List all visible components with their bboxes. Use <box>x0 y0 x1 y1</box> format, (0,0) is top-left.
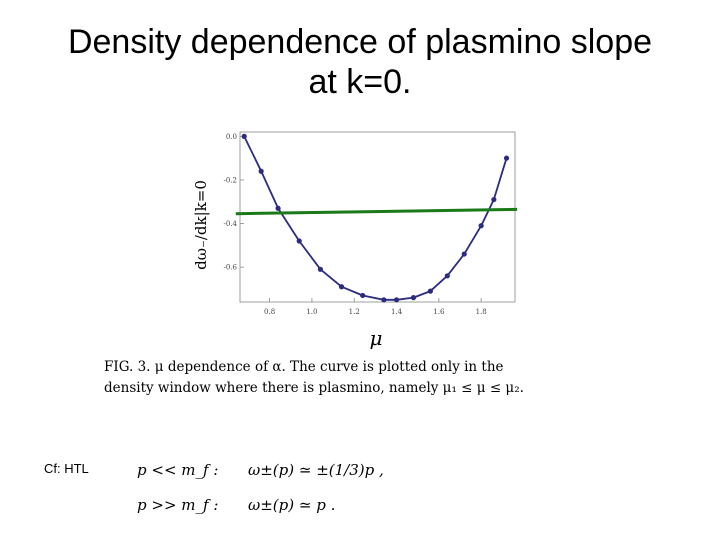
formula-row-1-condition: p << m_f : <box>137 461 219 479</box>
data-point <box>275 205 281 211</box>
x-tick-label: 1.2 <box>349 308 360 316</box>
y-tick-label: -0.2 <box>224 176 238 184</box>
slide-title-line-1: Density dependence of plasmino slope <box>67 23 653 61</box>
slide-title: Density dependence of plasmino slope at … <box>0 22 720 102</box>
formula-row-2-condition: p >> m_f : <box>137 496 219 514</box>
data-point <box>258 168 264 174</box>
alpha-curve-line <box>243 136 508 301</box>
y-axis-label: dω₋/dk|k=0 <box>192 180 210 270</box>
data-point <box>393 297 400 303</box>
data-point <box>317 266 323 272</box>
slide-title-line-2: at k=0. <box>308 63 412 101</box>
x-tick-label: 1.0 <box>306 308 317 316</box>
x-tick-label: 1.4 <box>391 308 403 316</box>
data-point <box>478 223 484 229</box>
figure-caption: FIG. 3. μ dependence of α. The curve is … <box>104 357 594 399</box>
cf-htl-label: Cf: HTL <box>44 461 89 476</box>
caption-line-2: density window where there is plasmino, … <box>104 380 524 396</box>
data-point <box>241 133 247 139</box>
data-point <box>410 295 417 301</box>
formula-row-1-expression: ω±(p) ≃ ±(1/3)p , <box>248 461 384 479</box>
data-point <box>338 284 345 290</box>
data-point <box>296 238 302 244</box>
horizontal-reference-line <box>235 207 518 216</box>
data-point <box>444 273 450 279</box>
x-axis-label: μ <box>370 326 383 350</box>
caption-line-1: FIG. 3. μ dependence of α. The curve is … <box>104 359 504 375</box>
data-point <box>461 251 467 257</box>
y-tick-label: -0.6 <box>224 264 238 272</box>
x-tick-label: 1.8 <box>476 308 487 316</box>
data-point <box>360 292 366 299</box>
data-point <box>427 288 433 294</box>
y-tick-label: 0.0 <box>226 133 237 141</box>
x-tick-label: 0.8 <box>264 308 275 316</box>
data-point <box>381 297 387 303</box>
formula-row-2-expression: ω±(p) ≃ p . <box>248 496 336 514</box>
data-point <box>503 155 510 161</box>
x-tick-label: 1.6 <box>433 308 445 316</box>
data-point <box>491 196 497 203</box>
plot-frame <box>239 131 516 303</box>
y-tick-label: -0.4 <box>224 220 238 228</box>
